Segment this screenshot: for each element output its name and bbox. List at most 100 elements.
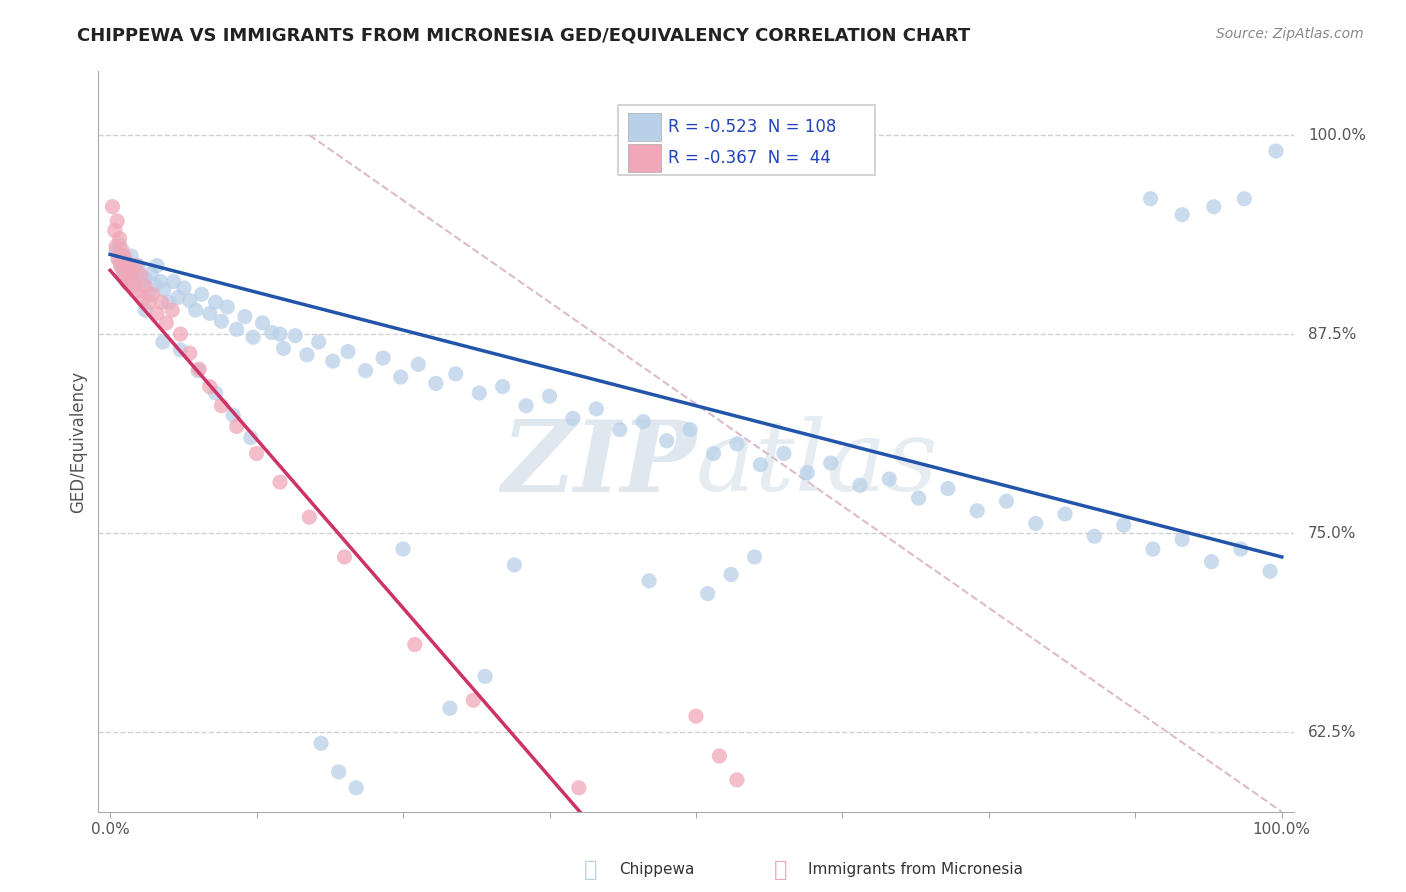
Point: [217, 300, 239, 314]
Point: [122, 279, 145, 293]
Point: [150, 295, 173, 310]
Point: [392, 541, 415, 556]
Bar: [628, 112, 661, 141]
Point: [408, 357, 430, 371]
Point: [337, 344, 360, 359]
Point: [298, 510, 321, 524]
Point: [127, 259, 149, 273]
Text: 100.0%: 100.0%: [1308, 128, 1365, 143]
Point: [134, 271, 156, 285]
Text: 87.5%: 87.5%: [1308, 326, 1357, 342]
Point: [468, 386, 491, 401]
Point: [1202, 200, 1225, 214]
Point: [328, 764, 350, 779]
Point: [720, 567, 742, 582]
Text: Immigrants from Micronesia: Immigrants from Micronesia: [808, 863, 1024, 877]
Point: [211, 314, 233, 328]
Point: [169, 327, 191, 342]
Point: [179, 346, 201, 360]
Point: [114, 269, 136, 284]
Point: [108, 238, 131, 252]
Point: [322, 354, 344, 368]
Point: [141, 287, 163, 301]
Point: [849, 478, 872, 492]
Point: [246, 446, 269, 460]
Point: [132, 292, 155, 306]
Point: [239, 431, 262, 445]
Point: [134, 279, 156, 293]
Point: [188, 362, 211, 376]
Point: [129, 268, 152, 282]
Point: [107, 252, 129, 267]
Point: [112, 263, 135, 277]
Point: [118, 268, 141, 282]
Point: [112, 253, 135, 268]
Point: [187, 364, 209, 378]
Point: [373, 351, 395, 365]
Point: [120, 268, 142, 282]
Text: 75.0%: 75.0%: [1308, 525, 1357, 541]
Text: Source: ZipAtlas.com: Source: ZipAtlas.com: [1216, 27, 1364, 41]
Point: [1054, 507, 1077, 521]
Point: [152, 334, 174, 349]
Point: [204, 295, 226, 310]
Point: [309, 736, 332, 750]
Point: [425, 376, 447, 391]
Point: [252, 316, 274, 330]
Point: [638, 574, 661, 588]
Point: [138, 295, 160, 310]
Point: [725, 437, 748, 451]
Point: [463, 693, 485, 707]
Point: [127, 284, 149, 298]
Point: [936, 482, 959, 496]
Point: [269, 327, 291, 342]
Text: 62.5%: 62.5%: [1308, 724, 1357, 739]
Point: [703, 446, 725, 460]
Point: [679, 423, 702, 437]
Point: [568, 780, 591, 795]
Point: [134, 303, 156, 318]
Point: [225, 419, 247, 434]
Point: [162, 303, 183, 318]
Point: [966, 504, 988, 518]
Point: [1265, 144, 1288, 158]
Point: [146, 306, 169, 320]
Text: ⬜: ⬜: [773, 860, 787, 880]
Point: [562, 411, 585, 425]
Point: [162, 275, 184, 289]
Y-axis label: GED/Equivalency: GED/Equivalency: [69, 370, 87, 513]
Point: [1258, 564, 1281, 578]
Point: [129, 268, 152, 282]
Point: [354, 364, 377, 378]
Point: [796, 466, 818, 480]
Point: [153, 283, 176, 297]
Point: [122, 279, 145, 293]
FancyBboxPatch shape: [619, 104, 876, 175]
Point: [169, 343, 191, 357]
Point: [492, 379, 515, 393]
Point: [167, 290, 190, 304]
Point: [538, 389, 561, 403]
Point: [104, 223, 127, 237]
Text: CHIPPEWA VS IMMIGRANTS FROM MICRONESIA GED/EQUIVALENCY CORRELATION CHART: CHIPPEWA VS IMMIGRANTS FROM MICRONESIA G…: [77, 27, 970, 45]
Point: [1139, 192, 1161, 206]
Point: [820, 456, 842, 470]
Bar: [628, 144, 661, 172]
Point: [295, 348, 318, 362]
Point: [709, 749, 731, 764]
Point: [155, 316, 177, 330]
Point: [112, 249, 135, 263]
Point: [389, 370, 412, 384]
Point: [105, 239, 128, 253]
Point: [269, 475, 291, 490]
Point: [108, 231, 131, 245]
Point: [198, 379, 221, 393]
Point: [184, 303, 207, 318]
Point: [141, 267, 163, 281]
Point: [204, 386, 226, 401]
Point: [474, 669, 496, 683]
Point: [696, 586, 718, 600]
Point: [146, 259, 169, 273]
Point: [132, 277, 155, 292]
Point: [333, 549, 356, 564]
